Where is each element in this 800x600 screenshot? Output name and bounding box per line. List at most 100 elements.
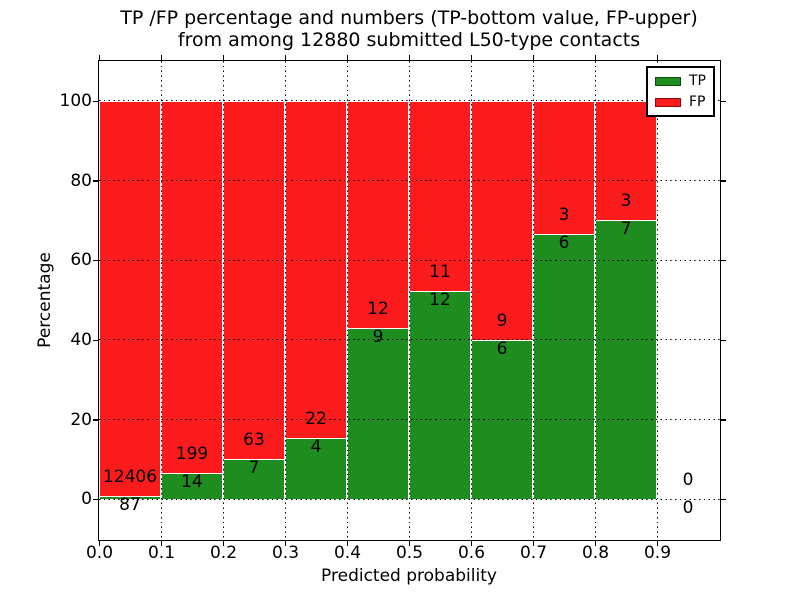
gridline-horizontal [99, 259, 720, 261]
x-tick-mark [346, 541, 349, 546]
fp-bar-segment [99, 100, 161, 497]
tp-bar-segment [161, 472, 223, 500]
fp-count-label: 3 [558, 204, 570, 225]
tp-bar-segment [223, 459, 285, 500]
fp-count-label: 9 [496, 310, 508, 331]
fp-bar-segment [409, 100, 471, 292]
x-tick-mark [284, 541, 287, 546]
x-tick-mark [470, 541, 473, 546]
x-tick-mark-top [160, 55, 163, 60]
tp-bar-segment [533, 233, 595, 500]
x-tick-mark-top [470, 55, 473, 60]
fp-count-label: 22 [305, 408, 327, 429]
fp-legend-label: FP [689, 94, 706, 110]
x-tick-label: 0.4 [333, 543, 362, 563]
tp-bar-segment [409, 291, 471, 500]
gridline-vertical [222, 61, 224, 539]
x-tick-label: 0.6 [457, 543, 486, 563]
legend-item-tp: TP [655, 74, 706, 88]
y-tick-mark-right [721, 180, 726, 182]
gridline-vertical [656, 61, 658, 539]
x-tick-label: 0.9 [643, 543, 672, 563]
fp-bar-segment [471, 100, 533, 340]
tp-bar-segment [595, 220, 657, 500]
x-tick-label: 0.2 [209, 543, 238, 563]
y-tick-mark [93, 259, 98, 262]
x-tick-mark [222, 541, 225, 546]
y-tick-label: 80 [70, 170, 92, 191]
gridline-horizontal [99, 100, 720, 102]
gridline-horizontal [99, 339, 720, 341]
y-tick-mark [93, 419, 98, 421]
gridline-vertical [470, 61, 472, 539]
fp-count-label: 199 [175, 443, 209, 464]
fp-bar-segment [161, 100, 223, 473]
tp-count-label: 12 [429, 290, 451, 311]
x-tick-mark-top [98, 55, 101, 60]
y-tick-mark [93, 100, 98, 103]
x-tick-mark-top [656, 55, 659, 60]
gridline-horizontal [99, 498, 720, 500]
legend: TP FP [646, 66, 715, 117]
tp-bar-segment [347, 328, 409, 500]
y-tick-mark [93, 339, 98, 342]
fp-count-label: 63 [243, 430, 265, 451]
tp-count-label: 9 [372, 327, 384, 348]
gridline-vertical [284, 61, 286, 539]
fp-legend-swatch [655, 97, 681, 107]
tp-legend-label: TP [689, 73, 706, 89]
y-tick-label: 60 [70, 250, 92, 271]
x-tick-mark [532, 541, 535, 546]
tp-count-label: 7 [248, 458, 260, 479]
y-tick-mark [93, 498, 98, 501]
gridline-vertical [532, 61, 534, 539]
chart-title-line1: TP /FP percentage and numbers (TP-bottom… [120, 7, 698, 29]
gridline-vertical [408, 61, 410, 539]
tp-count-label: 6 [496, 338, 508, 359]
legend-item-fp: FP [655, 95, 706, 109]
gridline-horizontal [99, 419, 720, 420]
fp-bar-segment [223, 100, 285, 460]
fp-count-label: 11 [429, 262, 451, 283]
tp-count-label: 4 [310, 436, 322, 457]
x-tick-label: 0.5 [395, 543, 424, 563]
plot-area: 12406 87 199 14 63 7 22 4 12 9 11 12 9 6 3 6 3 7 0 0 [98, 60, 721, 541]
y-tick-mark-right [721, 498, 726, 501]
y-tick-mark-right [721, 259, 726, 262]
tp-count-label: 6 [558, 232, 570, 253]
gridline-horizontal [99, 180, 720, 181]
x-tick-mark [656, 541, 659, 546]
tp-count-label: 87 [119, 495, 141, 516]
x-tick-mark [594, 541, 597, 546]
x-tick-mark-top [408, 55, 411, 60]
fp-count-label: 3 [620, 191, 632, 212]
x-tick-mark-top [222, 55, 225, 60]
x-axis-label: Predicted probability [321, 566, 497, 586]
x-tick-label: 0.3 [271, 543, 300, 563]
gridline-vertical [160, 61, 162, 539]
y-tick-label: 40 [70, 329, 92, 350]
x-tick-mark-top [284, 55, 287, 60]
y-tick-mark-right [721, 419, 726, 421]
gridline-vertical [346, 61, 348, 539]
y-tick-label: 0 [81, 489, 92, 510]
fp-count-label: 12 [367, 299, 389, 320]
x-tick-mark-top [594, 55, 597, 60]
x-tick-label: 0.8 [581, 543, 610, 563]
x-tick-label: 0.1 [147, 543, 176, 563]
fp-bar-segment [285, 100, 347, 438]
x-tick-mark-top [346, 55, 349, 60]
x-tick-label: 0.0 [85, 543, 114, 563]
fp-bar-segment [347, 100, 409, 329]
x-tick-mark [98, 541, 101, 546]
y-tick-mark-right [721, 100, 726, 103]
x-tick-mark [160, 541, 163, 546]
x-tick-label: 0.7 [519, 543, 548, 563]
y-tick-mark-right [721, 339, 726, 342]
chart-title: TP /FP percentage and numbers (TP-bottom… [120, 7, 698, 51]
chart-title-line2: from among 12880 submitted L50-type cont… [177, 29, 641, 51]
fp-count-label: 0 [682, 470, 694, 491]
tp-legend-swatch [655, 76, 681, 86]
y-tick-label: 100 [59, 90, 92, 111]
